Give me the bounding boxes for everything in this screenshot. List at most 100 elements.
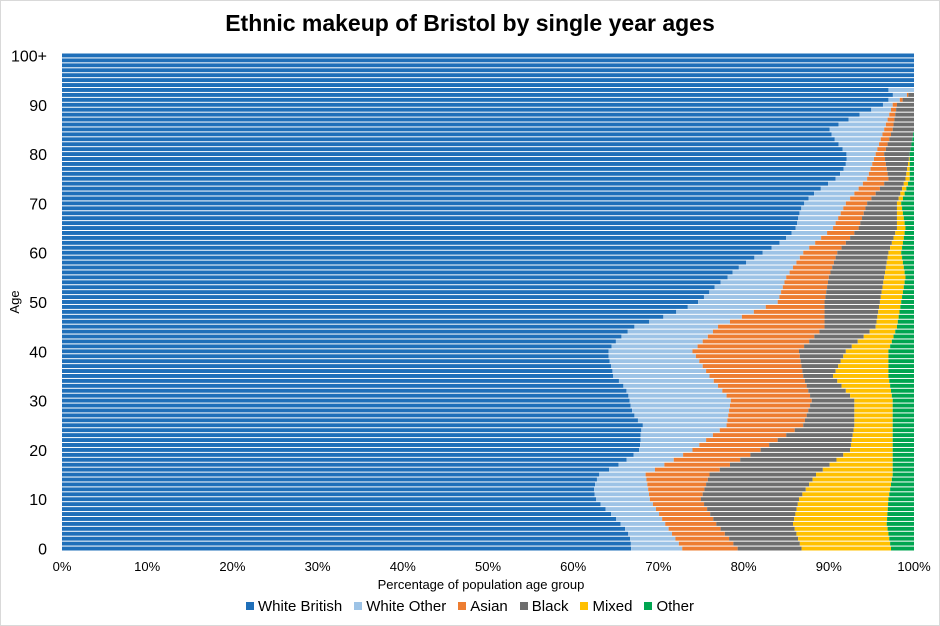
bar-segment-other-age-79 bbox=[909, 157, 914, 161]
bar-segment-white-other-age-33 bbox=[623, 383, 719, 388]
bar-segment-asian-age-82 bbox=[879, 142, 888, 147]
bar-segment-other-age-62 bbox=[902, 240, 914, 245]
bar-segment-other-age-61 bbox=[902, 245, 914, 250]
bar-segment-mixed-age-44 bbox=[869, 329, 896, 334]
bar-segment-white-british-age-17 bbox=[62, 462, 619, 467]
bar-segment-white-other-age-32 bbox=[626, 388, 723, 393]
bar-segment-black-age-59 bbox=[835, 255, 888, 260]
bar-segment-mixed-age-17 bbox=[829, 462, 893, 467]
bar-segment-black-age-70 bbox=[867, 201, 897, 206]
bar-segment-other-age-43 bbox=[893, 334, 914, 339]
bar-segment-white-british-age-82 bbox=[62, 142, 839, 147]
bar-segment-white-other-age-48 bbox=[676, 309, 754, 314]
bar-segment-mixed-age-15 bbox=[816, 472, 893, 477]
bar-segment-white-british-age-96 bbox=[62, 73, 914, 78]
legend-label: Mixed bbox=[592, 597, 633, 615]
bar-segment-black-age-73 bbox=[879, 186, 903, 191]
bar-segment-black-age-32 bbox=[808, 388, 846, 393]
bar-segment-other-age-33 bbox=[890, 383, 914, 388]
bar-segment-other-age-50 bbox=[901, 300, 914, 304]
bar-segment-mixed-age-63 bbox=[893, 235, 904, 240]
bar-segment-black-age-16 bbox=[719, 467, 823, 472]
bar-segment-white-british-age-21 bbox=[62, 443, 641, 447]
bar-segment-mixed-age-8 bbox=[796, 507, 888, 512]
bar-segment-white-other-age-15 bbox=[599, 472, 646, 477]
bar-segment-white-british-age-76 bbox=[62, 171, 841, 176]
bar-segment-white-british-age-32 bbox=[62, 388, 627, 393]
bar-segment-white-other-age-87 bbox=[848, 117, 888, 122]
bar-segment-white-british-age-9 bbox=[62, 502, 601, 507]
bar-segment-mixed-age-34 bbox=[837, 378, 890, 383]
bar-segment-mixed-age-61 bbox=[890, 245, 903, 250]
bar-segment-mixed-age-31 bbox=[850, 393, 892, 398]
bar-segment-black-age-61 bbox=[841, 245, 891, 250]
bar-segment-black-age-85 bbox=[892, 127, 914, 132]
bar-segment-mixed-age-9 bbox=[797, 502, 889, 507]
bar-segment-other-age-55 bbox=[905, 275, 914, 280]
bar-segment-other-age-45 bbox=[896, 324, 914, 329]
bar-segment-other-age-9 bbox=[888, 502, 914, 507]
bar-segment-asian-age-74 bbox=[862, 181, 885, 186]
bar-segment-mixed-age-4 bbox=[794, 526, 888, 531]
bar-segment-white-other-age-56 bbox=[732, 270, 790, 275]
bar-segment-other-age-39 bbox=[888, 354, 914, 359]
bar-segment-other-age-34 bbox=[889, 378, 914, 383]
bar-segment-white-other-age-21 bbox=[640, 443, 700, 447]
bar-segment-white-british-age-34 bbox=[62, 378, 619, 383]
bar-segment-mixed-age-64 bbox=[895, 231, 905, 235]
bar-segment-white-other-age-22 bbox=[640, 438, 707, 443]
bar-segment-white-other-age-43 bbox=[621, 334, 708, 339]
bar-segment-white-other-age-62 bbox=[779, 240, 816, 245]
bar-segment-white-other-age-18 bbox=[626, 457, 674, 462]
x-tick-label: 50% bbox=[475, 559, 501, 574]
bar-segment-asian-age-37 bbox=[702, 364, 802, 369]
bar-segment-other-age-66 bbox=[904, 221, 914, 226]
bar-segment-black-age-10 bbox=[701, 497, 799, 502]
bar-segment-other-age-28 bbox=[892, 408, 914, 413]
bar-segment-asian-age-24 bbox=[719, 428, 795, 433]
bar-segment-white-other-age-71 bbox=[808, 196, 851, 201]
bar-segment-white-british-age-89 bbox=[62, 107, 872, 112]
bar-segment-other-age-31 bbox=[891, 393, 914, 398]
bar-segment-mixed-age-22 bbox=[851, 438, 893, 443]
bar-segment-other-age-65 bbox=[905, 226, 914, 230]
bar-segment-other-age-6 bbox=[887, 516, 914, 521]
bar-segment-black-age-88 bbox=[895, 112, 914, 117]
bar-segment-other-age-29 bbox=[892, 403, 914, 408]
bar-segment-other-age-25 bbox=[892, 423, 914, 428]
x-tick-label: 70% bbox=[645, 559, 671, 574]
bar-segment-other-age-84 bbox=[913, 132, 914, 137]
bar-segment-asian-age-36 bbox=[706, 369, 803, 373]
bar-segment-asian-age-86 bbox=[885, 122, 894, 127]
bar-segment-white-british-age-23 bbox=[62, 433, 641, 438]
bar-segment-white-british-age-5 bbox=[62, 521, 621, 526]
legend-item-asian: Asian bbox=[458, 598, 508, 615]
bar-segment-white-other-age-55 bbox=[727, 275, 787, 280]
bar-segment-white-other-age-40 bbox=[608, 349, 693, 354]
bar-segment-white-british-age-18 bbox=[62, 457, 627, 462]
bar-segment-other-age-76 bbox=[909, 171, 914, 176]
x-tick-label: 100% bbox=[897, 559, 931, 574]
bar-segment-white-other-age-77 bbox=[843, 166, 871, 171]
bar-segment-other-age-42 bbox=[891, 339, 914, 344]
bar-segment-mixed-age-72 bbox=[900, 191, 905, 196]
bar-segment-mixed-age-76 bbox=[906, 171, 910, 176]
bar-segment-mixed-age-55 bbox=[884, 275, 906, 280]
bar-segment-asian-age-63 bbox=[821, 235, 851, 240]
bar-segment-black-age-62 bbox=[845, 240, 892, 245]
bar-segment-other-age-8 bbox=[887, 507, 914, 512]
bar-segment-asian-age-30 bbox=[730, 398, 812, 403]
bar-segment-other-age-23 bbox=[892, 433, 914, 438]
bar-segment-black-age-5 bbox=[716, 521, 794, 526]
bar-segment-white-british-age-62 bbox=[62, 240, 780, 245]
bar-segment-other-age-69 bbox=[902, 206, 914, 211]
bar-segment-white-other-age-60 bbox=[762, 250, 804, 255]
bar-segment-mixed-age-35 bbox=[833, 374, 889, 378]
bar-segment-white-british-age-98 bbox=[62, 63, 914, 68]
y-tick-label: 50 bbox=[29, 295, 47, 312]
bar-segment-black-age-64 bbox=[854, 231, 896, 235]
bar-segment-asian-age-28 bbox=[729, 408, 809, 413]
bar-segment-asian-age-16 bbox=[654, 467, 720, 472]
bar-segment-mixed-age-38 bbox=[840, 359, 889, 364]
